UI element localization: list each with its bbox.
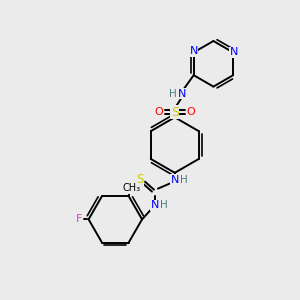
Text: S: S: [171, 106, 179, 119]
Text: S: S: [136, 173, 144, 186]
Text: N: N: [171, 175, 179, 185]
Text: CH₃: CH₃: [123, 183, 141, 193]
Text: O: O: [186, 107, 195, 117]
Text: H: H: [169, 88, 177, 98]
Text: N: N: [190, 46, 198, 56]
Text: H: H: [180, 175, 188, 185]
Text: N: N: [230, 47, 238, 57]
Text: F: F: [76, 214, 82, 224]
Text: N: N: [151, 200, 159, 211]
Text: O: O: [154, 107, 163, 117]
Text: H: H: [160, 200, 168, 211]
Text: N: N: [178, 88, 186, 98]
